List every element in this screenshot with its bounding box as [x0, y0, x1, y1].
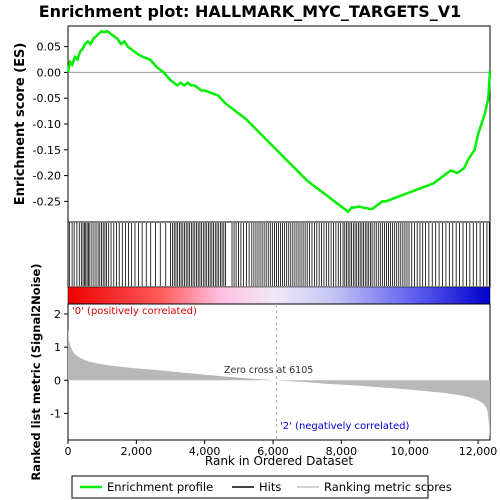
metric-y-tick-label: 2 [54, 308, 61, 321]
negative-correlation-label: '2' (negatively correlated) [280, 421, 409, 432]
legend-label: Ranking metric scores [324, 480, 452, 494]
x-tick-label: 6,000 [257, 445, 289, 458]
x-tick-label: 8,000 [326, 445, 358, 458]
x-tick-label: 12,000 [459, 445, 498, 458]
zero-cross-label: Zero cross at 6105 [224, 365, 313, 376]
es-y-tick-label: -0.10 [33, 118, 61, 131]
metric-y-tick-label: -1 [50, 407, 61, 420]
x-axis-label: Rank in Ordered Dataset [205, 454, 353, 468]
legend-label: Hits [259, 480, 281, 494]
es-y-axis: -0.25 -0.20 -0.15 -0.10 -0.05 0.00 0.05 [33, 41, 68, 208]
metric-y-tick-label: 1 [54, 341, 61, 354]
legend-label: Enrichment profile [107, 480, 213, 494]
x-tick-label: 0 [65, 445, 72, 458]
es-y-tick-label: 0.00 [37, 66, 62, 79]
x-tick-label: 10,000 [390, 445, 429, 458]
es-panel-frame [67, 25, 491, 223]
es-y-axis-label: Enrichment score (ES) [13, 43, 28, 206]
es-y-tick-label: -0.15 [33, 144, 61, 157]
hits-marks [68, 223, 490, 286]
x-tick-label: 4,000 [189, 445, 221, 458]
ranking-metric-area [68, 327, 490, 439]
es-y-tick-label: -0.05 [33, 92, 61, 105]
metric-y-tick-label: 0 [54, 374, 61, 387]
metric-y-axis-label: Ranked list metric (Signal2Noise) [29, 263, 43, 480]
chart-title: Enrichment plot: HALLMARK_MYC_TARGETS_V1 [39, 2, 462, 21]
positive-correlation-label: '0' (positively correlated) [72, 306, 197, 317]
metric-y-axis: -1 0 1 2 [50, 308, 68, 420]
legend: Enrichment profile Hits Ranking metric sco… [80, 480, 452, 494]
es-y-tick-label: 0.05 [37, 41, 62, 54]
rank-color-bar [67, 286, 491, 305]
x-axis: 0 2,000 4,000 6,000 8,000 10,000 12,000 [65, 440, 498, 458]
es-y-tick-label: -0.25 [33, 195, 61, 208]
x-tick-label: 2,000 [121, 445, 153, 458]
enrichment-profile-line [66, 29, 492, 214]
es-y-tick-label: -0.20 [33, 170, 61, 183]
